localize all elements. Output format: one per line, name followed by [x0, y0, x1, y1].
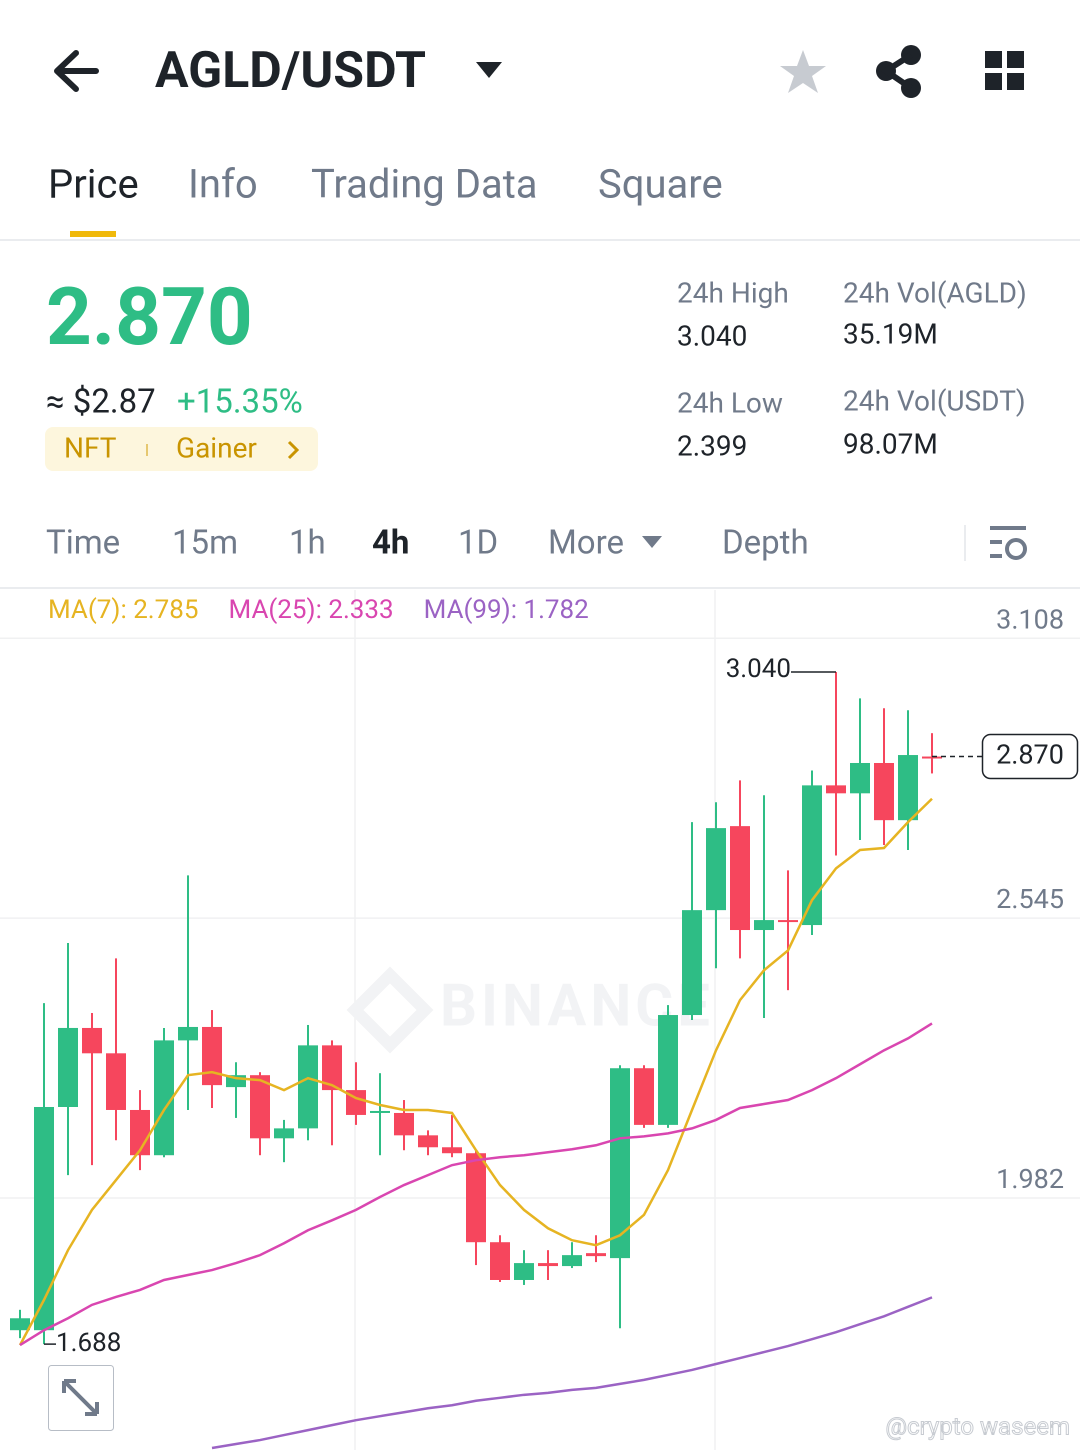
interval[interactable]: Depth: [722, 524, 809, 563]
candle-body: [586, 1253, 606, 1257]
legend-entry: MA(25): 2.333: [229, 595, 394, 625]
interval[interactable]: Time: [46, 524, 120, 563]
watermark-logo: [346, 966, 434, 1054]
candle-body: [490, 1242, 510, 1280]
candle-body: [34, 1106, 54, 1331]
candle-body: [442, 1147, 462, 1154]
tab[interactable]: Info: [188, 161, 258, 208]
low-marker-label: 1.688: [56, 1328, 121, 1358]
candle-body: [778, 920, 798, 923]
candle-body: [298, 1045, 318, 1129]
candle-body: [466, 1153, 486, 1243]
credit-watermark: @crypto waseem: [885, 1412, 1070, 1440]
stat-value: 2.399: [677, 429, 747, 462]
candle-body: [82, 1027, 102, 1054]
moving-average-line: [18, 797, 933, 1346]
candle-body: [10, 1318, 30, 1331]
divider: [0, 239, 1080, 241]
tab[interactable]: Price: [48, 161, 139, 208]
interval[interactable]: 1D: [458, 524, 498, 563]
candle-body: [730, 826, 750, 931]
high-marker-label: 3.040: [726, 654, 791, 684]
legend-entry: MA(7): 2.785: [48, 595, 199, 625]
favorite-star[interactable]: [780, 50, 826, 93]
stat-label: 24h High: [677, 276, 789, 309]
candle-body: [322, 1045, 342, 1091]
y-tick-label: 3.108: [996, 603, 1064, 635]
stat-value: 35.19M: [843, 317, 938, 350]
interval[interactable]: 4h: [372, 524, 409, 563]
candle-body: [850, 762, 870, 794]
interval[interactable]: 15m: [172, 524, 238, 563]
tag-chevron: [287, 440, 300, 460]
candle-body: [706, 828, 726, 911]
candle-body: [274, 1128, 294, 1139]
interval[interactable]: 1h: [289, 524, 326, 563]
tab[interactable]: Square: [598, 161, 723, 208]
candle-body: [802, 785, 822, 926]
candle-body: [250, 1075, 270, 1139]
tag[interactable]: Gainer: [176, 431, 257, 464]
price-change: +15.35%: [177, 383, 303, 422]
tag-badge[interactable]: [45, 427, 318, 471]
candle-body: [538, 1263, 558, 1267]
stat-label: 24h Vol(USDT): [843, 384, 1026, 417]
moving-average-line: [19, 1022, 933, 1347]
candle-body: [826, 785, 846, 794]
tag[interactable]: NFT: [64, 431, 117, 464]
candle-body: [610, 1068, 630, 1259]
fiat-price: ≈ $2.87: [46, 383, 156, 422]
stat-label: 24h Vol(AGLD): [843, 276, 1027, 309]
candle-body: [226, 1075, 246, 1088]
stat-value: 3.040: [677, 319, 747, 352]
back-button[interactable]: [54, 50, 99, 92]
moving-average-line: [211, 1296, 933, 1450]
tab[interactable]: Trading Data: [311, 161, 538, 208]
legend-entry: MA(99): 1.782: [424, 595, 589, 625]
last-price: 2.870: [46, 270, 253, 364]
chart-settings[interactable]: [990, 526, 1027, 560]
y-tick-label: 2.545: [996, 883, 1064, 915]
candle-body: [418, 1135, 438, 1148]
candle-body: [682, 910, 702, 1016]
candle-body: [58, 1027, 78, 1107]
divider: [964, 525, 966, 561]
candle-body: [898, 755, 918, 821]
last-price-box: [981, 733, 1079, 780]
candle-body: [370, 1110, 390, 1113]
candle-body: [658, 1015, 678, 1125]
candle-body: [106, 1053, 126, 1110]
tag-separator: [146, 444, 148, 456]
divider: [0, 587, 1080, 589]
candle-body: [154, 1040, 174, 1156]
grid-menu[interactable]: [985, 51, 1024, 90]
pair-title[interactable]: AGLD/USDT: [155, 42, 426, 100]
fullscreen-button[interactable]: [48, 1365, 114, 1431]
last-price-label: 2.870: [996, 739, 1064, 771]
pair-dropdown[interactable]: [476, 62, 502, 78]
candle-body: [754, 920, 774, 931]
tab-indicator: [70, 231, 116, 237]
candle-body: [922, 756, 942, 759]
candle-body: [394, 1112, 414, 1136]
candle-body: [634, 1068, 654, 1125]
stat-label: 24h Low: [677, 386, 783, 419]
candle-body: [874, 762, 894, 821]
stat-value: 98.07M: [843, 427, 938, 460]
share-button[interactable]: [876, 45, 921, 98]
more-dropdown[interactable]: [642, 536, 662, 548]
interval[interactable]: More: [548, 524, 624, 563]
candle-body: [202, 1026, 222, 1086]
y-tick-label: 1.982: [996, 1163, 1064, 1195]
candle-body: [178, 1026, 198, 1041]
candle-body: [562, 1255, 582, 1267]
candle-body: [514, 1263, 534, 1280]
